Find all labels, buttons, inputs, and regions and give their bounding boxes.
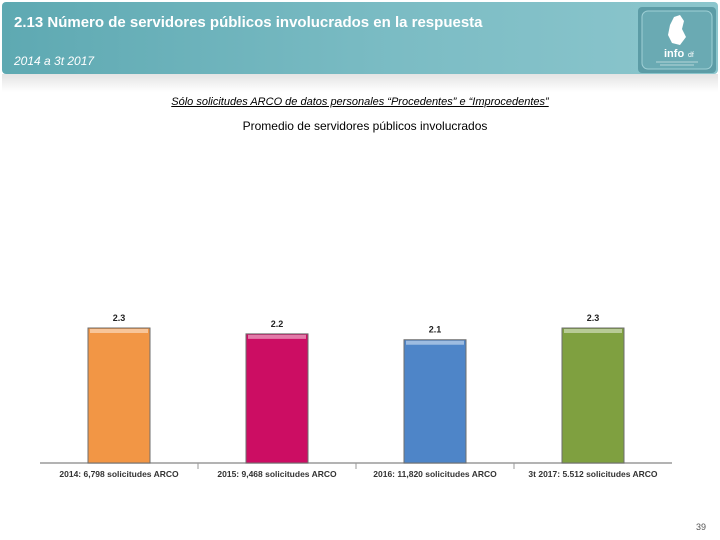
- bar: [245, 333, 309, 464]
- bar-highlight: [406, 340, 464, 345]
- data-label: 2.1: [429, 325, 442, 335]
- bar: [403, 339, 467, 464]
- chart-note: Sólo solicitudes ARCO de datos personale…: [171, 96, 549, 108]
- x-tick-label: 3t 2017: 5.512 solicitudes ARCO: [528, 469, 658, 479]
- x-tick-label: 2016: 11,820 solicitudes ARCO: [373, 469, 497, 479]
- chart-title: Promedio de servidores públicos involucr…: [242, 119, 488, 133]
- data-label: 2.3: [587, 313, 600, 323]
- logo-icon: info df: [641, 10, 713, 70]
- page-number: 39: [695, 522, 706, 532]
- data-label: 2.2: [271, 319, 284, 329]
- x-tick-label: 2014: 6,798 solicitudes ARCO: [59, 469, 179, 479]
- logo-text: info: [664, 48, 684, 60]
- bar: [561, 327, 625, 464]
- logo-letter: df: [688, 52, 694, 59]
- bar-highlight: [90, 329, 148, 333]
- x-tick-label: 2015: 9,468 solicitudes ARCO: [217, 469, 337, 479]
- header-shadow: [2, 74, 718, 92]
- bar-highlight: [564, 329, 622, 333]
- data-label: 2.3: [113, 313, 126, 323]
- header-banner: 2.13 Número de servidores públicos invol…: [2, 2, 718, 74]
- infodf-logo: info df: [638, 7, 716, 73]
- page-subtitle: 2014 a 3t 2017: [14, 54, 95, 68]
- bar-highlight: [248, 334, 306, 339]
- bar: [87, 327, 151, 464]
- page-title: 2.13 Número de servidores públicos invol…: [14, 14, 483, 31]
